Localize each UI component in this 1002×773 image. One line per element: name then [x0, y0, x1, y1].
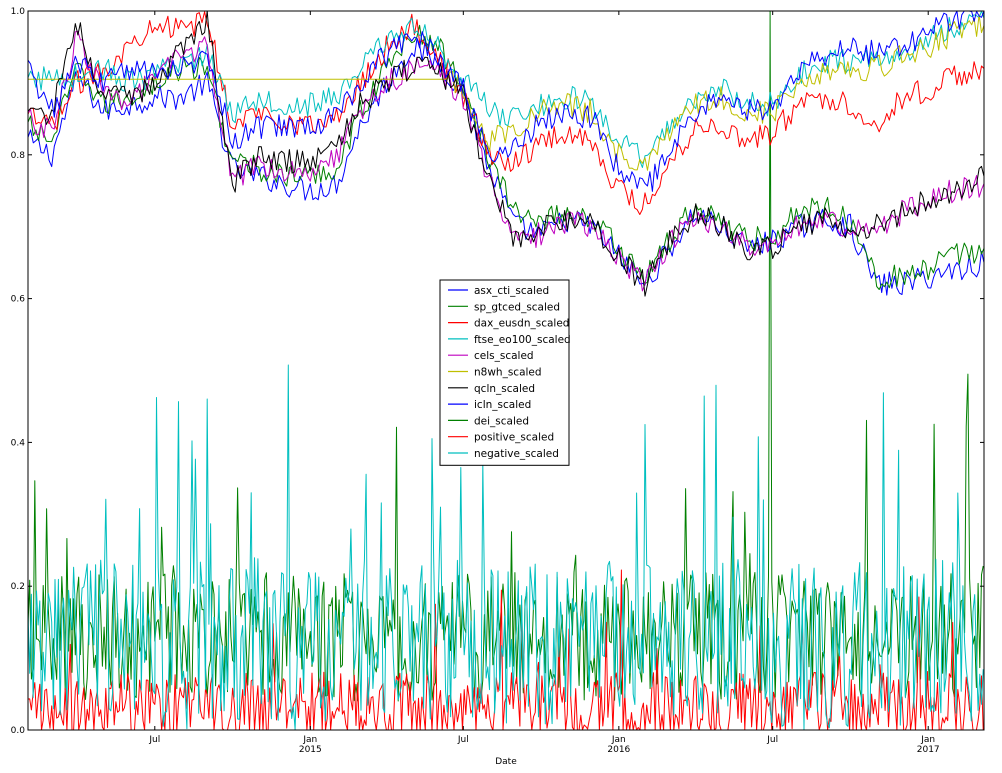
x-tick-label: Jan [920, 735, 935, 745]
legend-box [439, 279, 570, 466]
x-tick-year-label: 2017 [917, 745, 940, 755]
x-tick-year-label: 2015 [299, 745, 322, 755]
y-tick-label: 1.0 [11, 7, 26, 17]
legend-entry: dei_scaled [474, 415, 529, 427]
series-line-sp_gtced_scaled [28, 24, 984, 290]
legend-entry: negative_scaled [474, 448, 559, 460]
y-tick-label: 0.6 [11, 295, 26, 305]
series-line-icln_scaled [28, 11, 984, 192]
legend-entry: cels_scaled [474, 350, 534, 362]
series-line-qcln_scaled [28, 11, 984, 297]
legend-entry: icln_scaled [474, 399, 531, 411]
series-line-n8wh_scaled [28, 14, 984, 171]
x-tick-label: Jul [457, 735, 469, 745]
legend-entry: ftse_eo100_scaled [474, 334, 571, 346]
legend-entry: n8wh_scaled [474, 367, 542, 379]
legend-entry: qcln_scaled [474, 383, 535, 395]
legend-entry: asx_cti_scaled [474, 285, 549, 297]
series-layer [28, 11, 984, 730]
x-tick-label: Jan [611, 735, 626, 745]
legend-entry: positive_scaled [474, 432, 554, 444]
y-tick-label: 0.2 [11, 582, 25, 592]
y-tick-label: 0.4 [11, 438, 26, 448]
y-tick-label: 0.0 [11, 726, 26, 736]
x-axis-label: Date [495, 757, 517, 767]
legend-entry: sp_gtced_scaled [474, 301, 560, 313]
plot-frame [27, 10, 985, 731]
x-tick-label: Jul [766, 735, 778, 745]
x-tick-label: Jul [148, 735, 160, 745]
series-line-negative_scaled [28, 364, 984, 730]
x-tick-label: Jan [302, 735, 317, 745]
x-tick-year-label: 2016 [607, 745, 630, 755]
y-tick-label: 0.8 [11, 151, 26, 161]
legend-entry: dax_eusdn_scaled [474, 318, 569, 330]
legend: asx_cti_scaled sp_gtced_scaled dax_eusdn_s… [439, 279, 571, 466]
y-axis: 0.0 0.2 0.4 0.6 0.8 1.0 [11, 7, 984, 736]
